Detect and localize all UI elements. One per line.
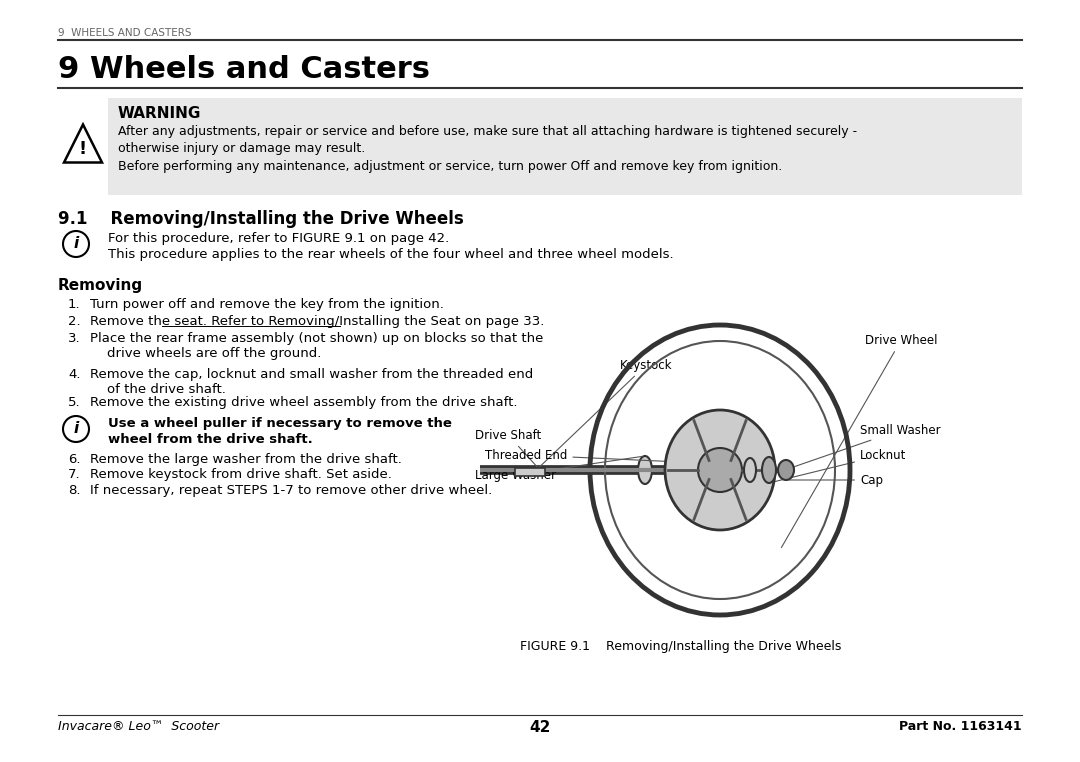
Text: Keystock: Keystock xyxy=(532,358,673,474)
Text: FIGURE 9.1    Removing/Installing the Drive Wheels: FIGURE 9.1 Removing/Installing the Drive… xyxy=(519,640,841,653)
Text: 42: 42 xyxy=(529,720,551,735)
Text: i: i xyxy=(73,421,79,436)
Text: Remove keystock from drive shaft. Set aside.: Remove keystock from drive shaft. Set as… xyxy=(90,468,392,481)
Text: This procedure applies to the rear wheels of the four wheel and three wheel mode: This procedure applies to the rear wheel… xyxy=(108,248,674,261)
Text: wheel from the drive shaft.: wheel from the drive shaft. xyxy=(108,433,313,446)
Text: Cap: Cap xyxy=(788,473,883,486)
Text: otherwise injury or damage may result.: otherwise injury or damage may result. xyxy=(118,142,365,155)
Text: Remove the seat. Refer to Removing/Installing the Seat on page 33.: Remove the seat. Refer to Removing/Insta… xyxy=(90,315,544,328)
Text: 3.: 3. xyxy=(68,332,81,345)
Text: 5.: 5. xyxy=(68,396,81,409)
Text: 2.: 2. xyxy=(68,315,81,328)
Text: For this procedure, refer to FIGURE 9.1 on page 42.: For this procedure, refer to FIGURE 9.1 … xyxy=(108,232,449,245)
Text: 7.: 7. xyxy=(68,468,81,481)
Ellipse shape xyxy=(762,457,777,483)
Text: Use a wheel puller if necessary to remove the: Use a wheel puller if necessary to remov… xyxy=(108,417,451,430)
Text: Invacare® Leo™  Scooter: Invacare® Leo™ Scooter xyxy=(58,720,219,733)
Text: Small Washer: Small Washer xyxy=(753,424,941,481)
Circle shape xyxy=(698,448,742,492)
Text: Drive Wheel: Drive Wheel xyxy=(782,334,937,548)
Text: !: ! xyxy=(79,139,87,158)
Text: 9.1    Removing/Installing the Drive Wheels: 9.1 Removing/Installing the Drive Wheels xyxy=(58,210,463,228)
Text: Place the rear frame assembly (not shown) up on blocks so that the
    drive whe: Place the rear frame assembly (not shown… xyxy=(90,332,543,360)
Text: Locknut: Locknut xyxy=(772,449,906,482)
Ellipse shape xyxy=(665,410,775,530)
Text: 4.: 4. xyxy=(68,368,81,381)
Ellipse shape xyxy=(638,456,652,484)
Text: 1.: 1. xyxy=(68,298,81,311)
Ellipse shape xyxy=(778,460,794,480)
Text: Part No. 1163141: Part No. 1163141 xyxy=(900,720,1022,733)
Text: Drive Shaft: Drive Shaft xyxy=(475,428,541,468)
FancyBboxPatch shape xyxy=(108,98,1022,195)
Text: Remove the existing drive wheel assembly from the drive shaft.: Remove the existing drive wheel assembly… xyxy=(90,396,517,409)
Text: Removing: Removing xyxy=(58,278,144,293)
Text: If necessary, repeat STEPS 1-7 to remove other drive wheel.: If necessary, repeat STEPS 1-7 to remove… xyxy=(90,484,492,497)
Text: Before performing any maintenance, adjustment or service, turn power Off and rem: Before performing any maintenance, adjus… xyxy=(118,160,782,173)
Text: 9 Wheels and Casters: 9 Wheels and Casters xyxy=(58,55,430,84)
Text: 6.: 6. xyxy=(68,453,81,466)
FancyBboxPatch shape xyxy=(515,468,545,476)
Text: Threaded End: Threaded End xyxy=(485,449,744,465)
Text: 8.: 8. xyxy=(68,484,81,497)
Text: 9  WHEELS AND CASTERS: 9 WHEELS AND CASTERS xyxy=(58,28,191,38)
Text: Large Washer: Large Washer xyxy=(475,456,643,482)
Ellipse shape xyxy=(744,458,756,482)
Text: After any adjustments, repair or service and before use, make sure that all atta: After any adjustments, repair or service… xyxy=(118,125,858,138)
Text: Remove the cap, locknut and small washer from the threaded end
    of the drive : Remove the cap, locknut and small washer… xyxy=(90,368,534,396)
Text: WARNING: WARNING xyxy=(118,106,201,121)
Text: Remove the large washer from the drive shaft.: Remove the large washer from the drive s… xyxy=(90,453,402,466)
Text: Turn power off and remove the key from the ignition.: Turn power off and remove the key from t… xyxy=(90,298,444,311)
Text: i: i xyxy=(73,235,79,251)
